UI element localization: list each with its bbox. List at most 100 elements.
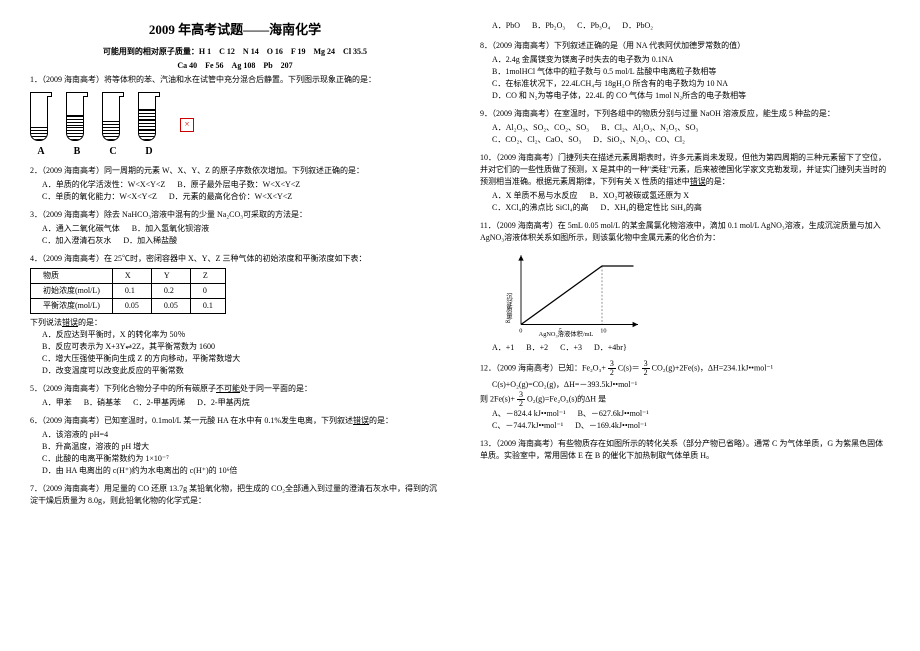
table-cell: 0.1 [112, 283, 151, 298]
svg-text:10: 10 [600, 328, 606, 335]
q4-underline: 错误 [62, 318, 78, 327]
question-11: 11．（2009 海南高考）在 5mL 0.05 mol/L 的某金属氯化物溶液… [480, 220, 890, 354]
tube-D: D [138, 92, 160, 159]
table-cell: 初始浓度(mol/L) [31, 283, 113, 298]
q12-l3mid: O₂(g)=Fe₂O₃(s)的ΔH 是 [527, 394, 606, 403]
q2-opts-2: C．单质的氧化能力：W<X<Y<Z D．元素的最高化合价：W<X<Y<Z [30, 191, 440, 203]
q2-text: 2．（2009 海南高考）同一周期的元素 W、X、Y、Z 的原子序数依次增加。下… [30, 165, 440, 177]
q6-optC: C．此酸的电离平衡常数约为 1×10⁻⁷ [30, 453, 440, 465]
q12-optD: D、－169.4kJ••mol⁻¹ [575, 420, 647, 432]
q7-text: 7．（2009 海南高考）用足量的 CO 还原 13.7g 某铅氧化物，把生成的… [30, 483, 440, 507]
q9-opts-1: A．Al₂O₃、SO₂、CO₂、SO₃ B．Cl₂、Al₂O₃、N₂O₅、SO₃ [480, 122, 890, 134]
question-3: 3．（2009 海南高考）除去 NaHCO₃溶液中混有的少量 Na₂CO₃可采取… [30, 209, 440, 247]
q11-text: 11．（2009 海南高考）在 5mL 0.05 mol/L 的某金属氯化物溶液… [480, 220, 890, 244]
q9-text: 9．（2009 海南高考）在室温时，下列各组中的物质分别与过量 NaOH 溶液反… [480, 108, 890, 120]
q5-text: 5．（2009 海南高考）下列化合物分子中的所有碳原子不可能处于同一平面的是： [30, 383, 440, 395]
q11-optB: B．+2 [526, 342, 548, 354]
q9-opts-2: C．CO₂、Cl₂、CaO、SO₃ D．SiO₂、N₂O₅、CO、Cl₂ [480, 134, 890, 146]
q4-sub: 下列说法错误的是： [30, 317, 440, 329]
question-8: 8．（2009 海南高考）下列叙述正确的是（用 NA 代表阿伏加德罗常数的值） … [480, 40, 890, 102]
q12-mid2: CO₂(g)+2Fe(s)，ΔH=234.1kJ••mol⁻¹ [652, 363, 773, 372]
q3-optB: B．加入氢氧化钡溶液 [132, 223, 209, 235]
q10-opts-2: C．XCl₄的沸点比 SiCl₄的高 D．XH₄的稳定性比 SiH₄的高 [480, 202, 890, 214]
q11-optA: A．+1 [492, 342, 514, 354]
question-12: 12．（2009 海南高考）已知：Fe₂O₃+ 32 C(s)＝ 32 CO₂(… [480, 360, 890, 432]
q11-optC: C．+3 [560, 342, 582, 354]
q4-table: 物质XYZ初始浓度(mol/L)0.10.20平衡浓度(mol/L)0.050.… [30, 268, 226, 314]
question-1: 1．（2009 海南高考）将等体积的苯、汽油和水在试管中充分混合后静置。下列图示… [30, 74, 440, 159]
atomic-mass-text-2: Ca 40 Fe 56 Ag 108 Pb 207 [177, 61, 292, 70]
q8-optD: D．CO 和 N₂为等电子体，22.4L 的 CO 气体与 1mol N₂所含的… [480, 90, 890, 102]
q2-optC: C．单质的氧化能力：W<X<Y<Z [42, 191, 157, 203]
question-2: 2．（2009 海南高考）同一周期的元素 W、X、Y、Z 的原子序数依次增加。下… [30, 165, 440, 203]
q10-optD: D．XH₄的稳定性比 SiH₄的高 [600, 202, 701, 214]
tube-C: C [102, 92, 124, 159]
red-x-icon: × [180, 118, 194, 132]
test-tubes-row: ABCD × [30, 92, 440, 159]
q1-text: 1．（2009 海南高考）将等体积的苯、汽油和水在试管中充分混合后静置。下列图示… [30, 74, 440, 86]
table-header: Z [190, 268, 225, 283]
frac-3-2-c: 32 [517, 391, 525, 408]
q12-optC: C、－744.7kJ••mol⁻¹ [492, 420, 563, 432]
frac-3-2-b: 32 [642, 360, 650, 377]
q5-opts: A．甲苯 B．硝基苯 C．2-甲基丙烯 D．2-甲基丙烷 [30, 397, 440, 409]
exam-title: 2009 年高考试题——海南化学 [30, 20, 440, 40]
q2-opts-1: A．单质的化学活泼性：W<X<Y<Z B．原子最外层电子数：W<X<Y<Z [30, 179, 440, 191]
q12-mid1: C(s)＝ [618, 363, 640, 372]
question-9: 9．（2009 海南高考）在室温时，下列各组中的物质分别与过量 NaOH 溶液反… [480, 108, 890, 146]
q7-optC: C．Pb₃O₄ [577, 20, 610, 32]
frac-3-2-a: 32 [608, 360, 616, 377]
q5-optC: C．2-甲基丙烯 [133, 397, 185, 409]
table-cell: 0.05 [112, 298, 151, 313]
q12-l3pre: 则 2Fe(s)+ [480, 394, 515, 403]
atomic-masses-2: Ca 40 Fe 56 Ag 108 Pb 207 [30, 60, 440, 72]
question-5: 5．（2009 海南高考）下列化合物分子中的所有碳原子不可能处于同一平面的是： … [30, 383, 440, 409]
table-cell: 0.05 [151, 298, 190, 313]
table-header: 物质 [31, 268, 113, 283]
q13-text: 13．（2009 海南高考）有些物质存在如图所示的转化关系（部分产物已省略）。通… [480, 438, 890, 462]
question-4: 4．（2009 海南高考）在 25℃时，密闭容器中 X、Y、Z 三种气体的初始浓… [30, 253, 440, 377]
question-10: 10．（2009 海南高考）门捷列夫在描述元素周期表时，许多元素尚未发现，但他为… [480, 152, 890, 214]
q12-line2: C(s)+O₂(g)=CO₂(g)，ΔH=－393.5kJ••mol⁻¹ [480, 379, 890, 391]
table-header: Y [151, 268, 190, 283]
page-container: 2009 年高考试题——海南化学 可能用到的相对原子质量：H 1 C 12 N … [0, 0, 920, 651]
q8-optA: A．2.4g 金属镁变为镁离子时失去的电子数为 0.1NA [480, 54, 890, 66]
q7-optA: A．PbO [492, 20, 520, 32]
q11-chart: 0 5 10 AgNO₃溶液体积/mL 沉淀质量/g [500, 248, 650, 338]
q3-optC: C．加入澄清石灰水 [42, 235, 111, 247]
table-cell: 平衡浓度(mol/L) [31, 298, 113, 313]
atomic-mass-text: 可能用到的相对原子质量：H 1 C 12 N 14 O 16 F 19 Mg 2… [103, 47, 367, 56]
right-column: A．PbO B．Pb₂O₃ C．Pb₃O₄ D．PbO₂ 8．（2009 海南高… [480, 20, 890, 631]
tube-B: B [66, 92, 88, 159]
q10-text: 10．（2009 海南高考）门捷列夫在描述元素周期表时，许多元素尚未发现，但他为… [480, 152, 890, 188]
q9-optD: D．SiO₂、N₂O₅、CO、Cl₂ [593, 134, 685, 146]
q3-optD: D．加入稀盐酸 [123, 235, 177, 247]
q12-text: 12．（2009 海南高考）已知：Fe₂O₃+ 32 C(s)＝ 32 CO₂(… [480, 360, 890, 377]
q8-text: 8．（2009 海南高考）下列叙述正确的是（用 NA 代表阿伏加德罗常数的值） [480, 40, 890, 52]
q3-opts-1: A．通入二氧化碳气体 B．加入氢氧化钡溶液 [30, 223, 440, 235]
question-7: 7．（2009 海南高考）用足量的 CO 还原 13.7g 某铅氧化物，把生成的… [30, 483, 440, 507]
q4-optB: B．反应可表示为 X+3Y⇌2Z，其平衡常数为 1600 [30, 341, 440, 353]
q6-optD: D．由 HA 电离出的 c(H⁺)约为水电离出的 c(H⁺)的 10⁶倍 [30, 465, 440, 477]
q2-optA: A．单质的化学活泼性：W<X<Y<Z [42, 179, 165, 191]
q12-line3: 则 2Fe(s)+ 32 O₂(g)=Fe₂O₃(s)的ΔH 是 [480, 391, 890, 408]
atomic-masses: 可能用到的相对原子质量：H 1 C 12 N 14 O 16 F 19 Mg 2… [30, 46, 440, 58]
q3-optA: A．通入二氧化碳气体 [42, 223, 120, 235]
q4-optD: D．改变温度可以改变此反应的平衡常数 [30, 365, 440, 377]
q10-optC: C．XCl₄的沸点比 SiCl₄的高 [492, 202, 588, 214]
q6-optA: A．该溶液的 pH=4 [30, 429, 440, 441]
tube-A: A [30, 92, 52, 159]
q5-optD: D．2-甲基丙烷 [197, 397, 249, 409]
q12-opts-1: A、－824.4 kJ••mol⁻¹ B、－627.6kJ••mol⁻¹ [480, 408, 890, 420]
table-cell: 0.1 [190, 298, 225, 313]
q9-optC: C．CO₂、Cl₂、CaO、SO₃ [492, 134, 581, 146]
chart-ylabel: 沉淀质量/g [505, 293, 512, 324]
q6-text: 6．（2009 海南高考）已知室温时，0.1mol/L 某一元酸 HA 在水中有… [30, 415, 440, 427]
q11-opts: A．+1 B．+2 C．+3 D．+4br} [480, 342, 890, 354]
q7-opts: A．PbO B．Pb₂O₃ C．Pb₃O₄ D．PbO₂ [480, 20, 890, 32]
q12-optB: B、－627.6kJ••mol⁻¹ [578, 408, 649, 420]
q8-optB: B．1molHCl 气体中的粒子数与 0.5 mol/L 盐酸中电离粒子数相等 [480, 66, 890, 78]
chart-xlabel: AgNO₃溶液体积/mL [539, 329, 594, 338]
q3-text: 3．（2009 海南高考）除去 NaHCO₃溶液中混有的少量 Na₂CO₃可采取… [30, 209, 440, 221]
q11-optD: D．+4br} [594, 342, 627, 354]
